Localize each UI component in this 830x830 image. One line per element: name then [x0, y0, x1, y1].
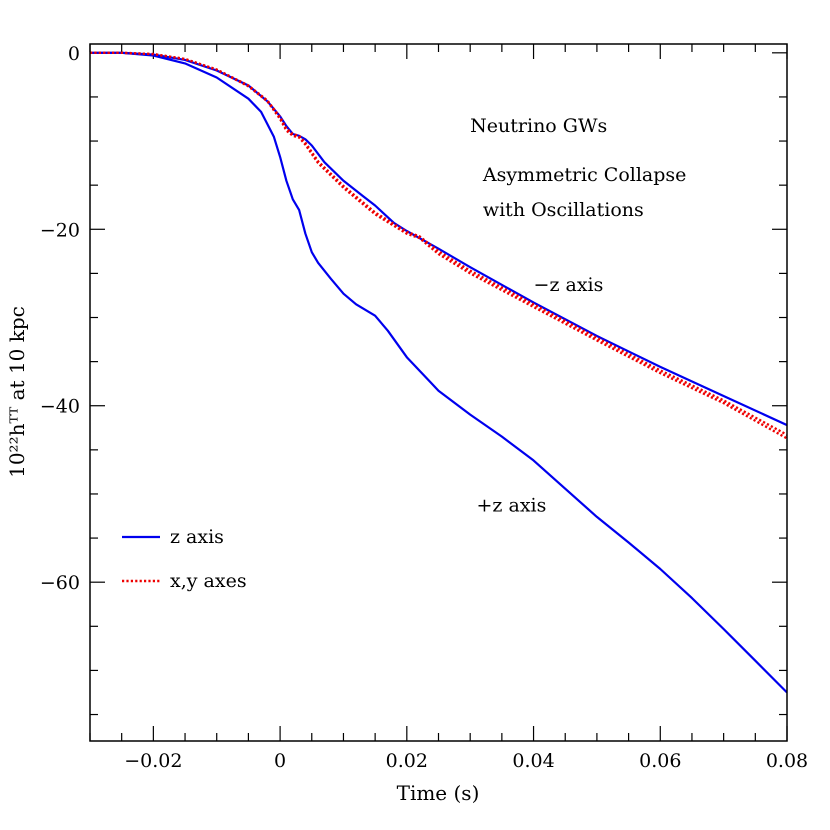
x-tick-label: −0.02	[124, 750, 182, 772]
series-line	[90, 51, 787, 427]
x-tick-label: 0.02	[386, 750, 428, 772]
y-tick-label: 0	[68, 43, 80, 65]
axis-ticks	[89, 44, 788, 741]
x-tick-label: 0.08	[766, 750, 808, 772]
plot-frame	[89, 43, 788, 742]
annotations: Neutrino GWs Asymmetric Collapse with Osci…	[470, 115, 686, 516]
legend-label: z axis	[170, 526, 224, 548]
legend-label: x,y axes	[170, 570, 247, 592]
annotation: Neutrino GWs	[470, 115, 607, 137]
x-tick-label: 0.04	[512, 750, 554, 772]
x-tick-label: 0.06	[639, 750, 681, 772]
annotation: Asymmetric Collapse	[482, 164, 687, 186]
y-tick-label: −20	[40, 219, 80, 241]
x-tick-label: 0	[274, 750, 286, 772]
series-line	[90, 51, 787, 694]
series-group	[90, 51, 787, 694]
series-line	[90, 51, 787, 436]
annotation: +z axis	[477, 495, 547, 517]
y-tick-label: −40	[40, 396, 80, 418]
y-axis-label: 10²²hᵀᵀ at 10 kpc	[5, 306, 29, 478]
annotation: −z axis	[534, 274, 604, 296]
y-tick-label: −60	[40, 572, 80, 594]
legend: z axis x,y axes	[122, 526, 247, 592]
x-axis-label: Time (s)	[397, 781, 480, 805]
tick-labels: −0.02 0 0.02 0.04 0.06 0.08 0 −20 −40 −60	[40, 43, 808, 772]
annotation: with Oscillations	[483, 199, 644, 221]
